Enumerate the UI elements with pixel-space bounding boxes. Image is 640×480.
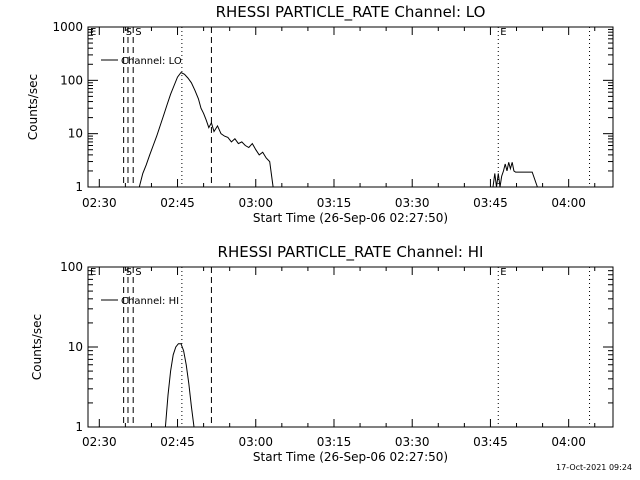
chart1-ytick-label: 10 — [68, 127, 83, 141]
chart1-series-line-2 — [492, 162, 538, 188]
chart2-y-axis-label: Counts/sec — [30, 314, 44, 380]
chart2-legend-label: Channel: HI — [121, 296, 179, 307]
chart2-plot-frame — [87, 266, 614, 428]
chart1-y-axis-label: Counts/sec — [26, 74, 40, 140]
chart2-xtick-label: 02:30 — [82, 435, 117, 449]
chart2-xtick-label: 03:00 — [238, 435, 273, 449]
chart1-marker-label: E — [90, 27, 96, 38]
chart1-xtick-label: 03:30 — [395, 196, 430, 210]
chart2-xtick-label: 03:45 — [473, 435, 508, 449]
chart2-marker-label: E — [500, 267, 506, 278]
chart1-legend-label: Channel: LO — [121, 56, 182, 67]
chart1-xtick-label: 02:45 — [160, 196, 195, 210]
footer-timestamp: 17-Oct-2021 09:24 — [556, 463, 632, 472]
chart2-ytick-label: 10 — [68, 340, 83, 354]
chart2-xtick-label: 03:15 — [317, 435, 352, 449]
chart1-title: RHESSI PARTICLE_RATE Channel: LO — [216, 3, 486, 22]
chart2-xtick-label: 04:00 — [551, 435, 586, 449]
chart1-xtick-label: 03:00 — [238, 196, 273, 210]
chart1-marker-label: S — [126, 27, 132, 38]
chart2-xtick-label: 02:45 — [160, 435, 195, 449]
chart2-ytick-label: 1 — [75, 420, 83, 434]
chart1-marker-label: S — [135, 27, 141, 38]
chart2-series-line-1 — [164, 343, 195, 428]
chart1-ytick-label: 1 — [75, 180, 83, 194]
chart1-ytick-label: 1000 — [52, 20, 83, 34]
chart1-xtick-label: 02:30 — [82, 196, 117, 210]
chart2-marker-label: S — [135, 267, 141, 278]
chart1-marker-label: E — [500, 27, 506, 38]
chart1-xtick-label: 03:45 — [473, 196, 508, 210]
chart1-x-axis-label: Start Time (26-Sep-06 02:27:50) — [253, 211, 448, 225]
chart2-ytick-label: 100 — [60, 260, 83, 274]
chart1-series-line-1 — [138, 71, 274, 188]
chart1-ytick-label: 100 — [60, 73, 83, 87]
chart1-xtick-label: 03:15 — [317, 196, 352, 210]
chart2-marker-label: S — [126, 267, 132, 278]
chart2-title: RHESSI PARTICLE_RATE Channel: HI — [218, 243, 484, 262]
chart1-xtick-label: 04:00 — [551, 196, 586, 210]
chart2-xtick-label: 03:30 — [395, 435, 430, 449]
chart2-x-axis-label: Start Time (26-Sep-06 02:27:50) — [253, 450, 448, 464]
chart2-marker-label: E — [90, 267, 96, 278]
